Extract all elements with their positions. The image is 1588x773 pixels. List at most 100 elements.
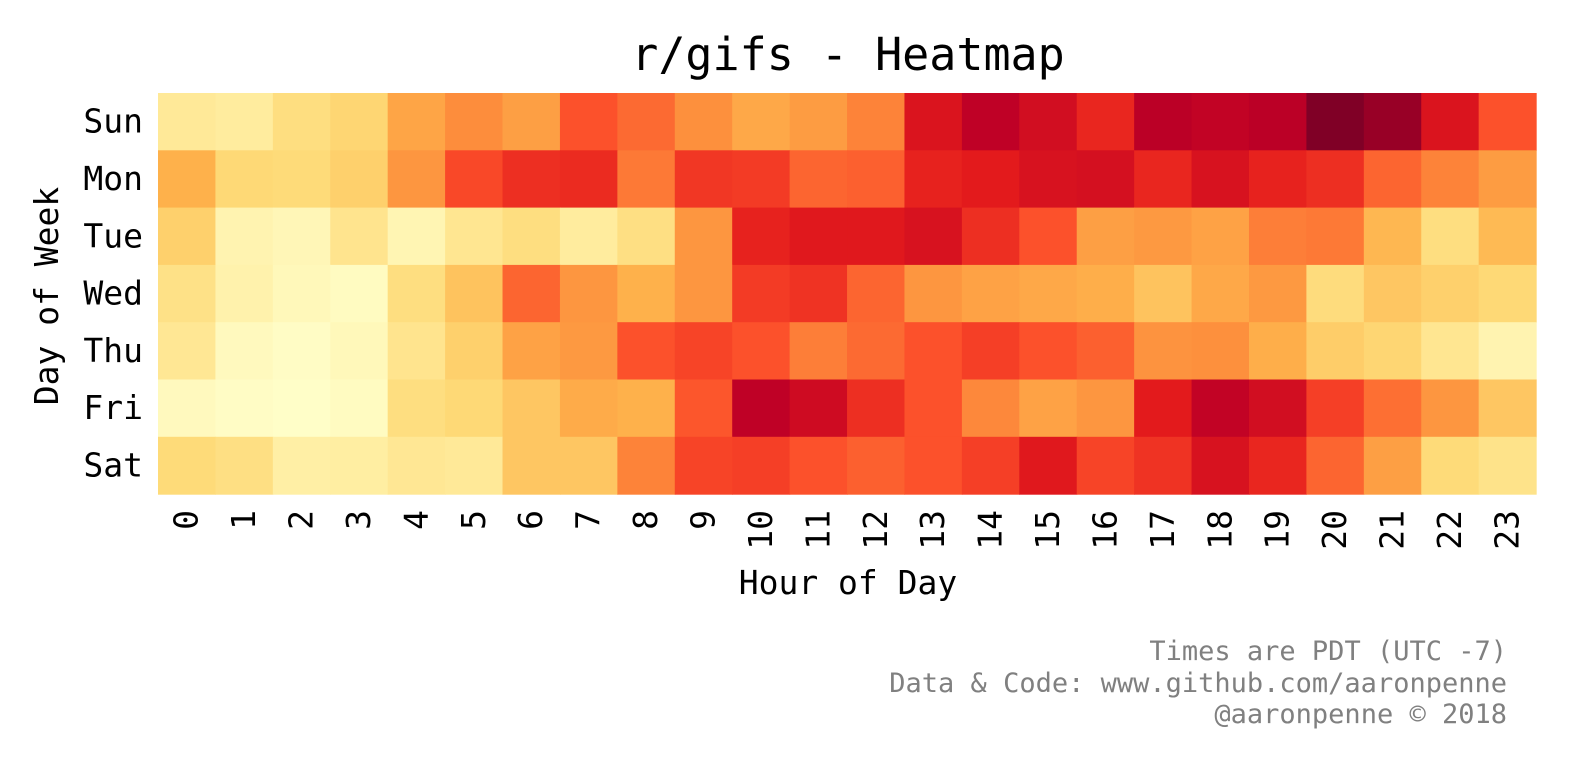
heatmap-cell-wed-14 <box>961 264 1020 323</box>
x-tick-label-23: 23 <box>1487 510 1526 550</box>
heatmap-cell-fri-23 <box>1478 379 1537 438</box>
heatmap-cell-tue-7 <box>559 207 618 266</box>
heatmap-cell-sat-3 <box>330 436 389 495</box>
y-tick-label-sat: Sat <box>83 445 143 484</box>
heatmap-cell-tue-1 <box>215 207 274 266</box>
heatmap-cell-sun-6 <box>502 93 561 151</box>
heatmap-cell-thu-8 <box>617 322 676 381</box>
heatmap-cell-wed-11 <box>789 264 848 323</box>
heatmap-cell-tue-6 <box>502 207 561 266</box>
heatmap-cell-sat-21 <box>1363 436 1422 495</box>
heatmap-cell-sat-10 <box>732 436 791 495</box>
x-tick-label-17: 17 <box>1143 510 1182 550</box>
heatmap-cell-thu-3 <box>330 322 389 381</box>
heatmap-cell-wed-9 <box>674 264 733 323</box>
heatmap-cell-fri-15 <box>1019 379 1078 438</box>
heatmap-cell-wed-3 <box>330 264 389 323</box>
heatmap-cell-sun-20 <box>1306 93 1365 151</box>
heatmap-cell-sun-23 <box>1478 93 1537 151</box>
y-tick-label-thu: Thu <box>83 331 143 370</box>
y-axis-label: Day of Week <box>27 187 66 406</box>
heatmap-cell-wed-1 <box>215 264 274 323</box>
heatmap-cell-tue-17 <box>1134 207 1193 266</box>
x-tick-labels: 0 1 2 3 4 5 6 7 8 9 10 11 12 13 14 15 16 17 18 19 20 21 22 23 <box>167 510 1527 550</box>
heatmap-cell-sun-12 <box>847 93 906 151</box>
heatmap-cell-sun-3 <box>330 93 389 151</box>
heatmap-cell-wed-16 <box>1076 264 1135 323</box>
heatmap-cell-fri-1 <box>215 379 274 438</box>
heatmap-cell-fri-5 <box>445 379 504 438</box>
heatmap-cell-wed-18 <box>1191 264 1250 323</box>
heatmap-cell-fri-0 <box>158 379 217 438</box>
heatmap-cell-wed-7 <box>559 264 618 323</box>
heatmap-cell-thu-13 <box>904 322 963 381</box>
heatmap-cell-sat-18 <box>1191 436 1250 495</box>
heatmap-cell-tue-21 <box>1363 207 1422 266</box>
heatmap-cell-fri-20 <box>1306 379 1365 438</box>
heatmap-cell-sun-13 <box>904 93 963 151</box>
heatmap-cell-mon-9 <box>674 150 733 209</box>
heatmap-cell-wed-12 <box>847 264 906 323</box>
x-tick-label-13: 13 <box>913 510 952 550</box>
heatmap-cell-tue-2 <box>272 207 331 266</box>
heatmap-cell-thu-11 <box>789 322 848 381</box>
heatmap-cell-thu-0 <box>158 322 217 381</box>
heatmap-cell-thu-6 <box>502 322 561 381</box>
heatmap-cell-sun-16 <box>1076 93 1135 151</box>
x-tick-label-9: 9 <box>683 510 722 530</box>
heatmap-cell-mon-11 <box>789 150 848 209</box>
source-note: Data & Code: www.github.com/aaronpenne <box>889 667 1507 699</box>
heatmap-cell-tue-11 <box>789 207 848 266</box>
heatmap-cell-sat-16 <box>1076 436 1135 495</box>
heatmap-cell-sun-15 <box>1019 93 1078 151</box>
heatmap-cell-tue-13 <box>904 207 963 266</box>
heatmap-cell-thu-4 <box>387 322 446 381</box>
heatmap-cell-thu-5 <box>445 322 504 381</box>
heatmap-cell-wed-8 <box>617 264 676 323</box>
chart-title: r/gifs - Heatmap <box>631 28 1064 81</box>
heatmap-cell-mon-1 <box>215 150 274 209</box>
x-tick-label-11: 11 <box>798 510 837 550</box>
heatmap-cell-thu-7 <box>559 322 618 381</box>
heatmap-cell-sun-1 <box>215 93 274 151</box>
heatmap-cell-tue-15 <box>1019 207 1078 266</box>
heatmap-cell-mon-17 <box>1134 150 1193 209</box>
heatmap-cell-mon-4 <box>387 150 446 209</box>
heatmap-cell-mon-8 <box>617 150 676 209</box>
heatmap-cell-sat-15 <box>1019 436 1078 495</box>
heatmap-cell-tue-0 <box>158 207 217 266</box>
heatmap-cell-thu-23 <box>1478 322 1537 381</box>
heatmap-cell-tue-10 <box>732 207 791 266</box>
x-tick-label-0: 0 <box>167 510 206 530</box>
heatmap-cell-wed-5 <box>445 264 504 323</box>
heatmap-cell-sun-22 <box>1421 93 1480 151</box>
heatmap-cell-sat-22 <box>1421 436 1480 495</box>
heatmap-cell-tue-20 <box>1306 207 1365 266</box>
heatmap-cell-tue-3 <box>330 207 389 266</box>
heatmap-cell-tue-12 <box>847 207 906 266</box>
heatmap-cell-fri-9 <box>674 379 733 438</box>
heatmap-cell-wed-15 <box>1019 264 1078 323</box>
heatmap-cell-sun-7 <box>559 93 618 151</box>
heatmap-cell-wed-22 <box>1421 264 1480 323</box>
heatmap-cell-wed-17 <box>1134 264 1193 323</box>
x-tick-label-22: 22 <box>1430 510 1469 550</box>
x-tick-label-5: 5 <box>454 510 493 530</box>
heatmap-cell-wed-4 <box>387 264 446 323</box>
y-tick-label-tue: Tue <box>83 216 143 255</box>
x-axis-label: Hour of Day <box>739 563 958 602</box>
heatmap-cell-sat-23 <box>1478 436 1537 495</box>
x-tick-label-18: 18 <box>1200 510 1239 550</box>
heatmap-cell-fri-11 <box>789 379 848 438</box>
x-tick-label-1: 1 <box>224 510 263 530</box>
x-tick-label-20: 20 <box>1315 510 1354 550</box>
heatmap-cell-fri-3 <box>330 379 389 438</box>
heatmap-cell-mon-15 <box>1019 150 1078 209</box>
heatmap-cell-mon-18 <box>1191 150 1250 209</box>
heatmap-cell-mon-7 <box>559 150 618 209</box>
heatmap-cell-tue-4 <box>387 207 446 266</box>
heatmap-cell-wed-0 <box>158 264 217 323</box>
heatmap-cell-fri-22 <box>1421 379 1480 438</box>
heatmap-cell-sat-20 <box>1306 436 1365 495</box>
